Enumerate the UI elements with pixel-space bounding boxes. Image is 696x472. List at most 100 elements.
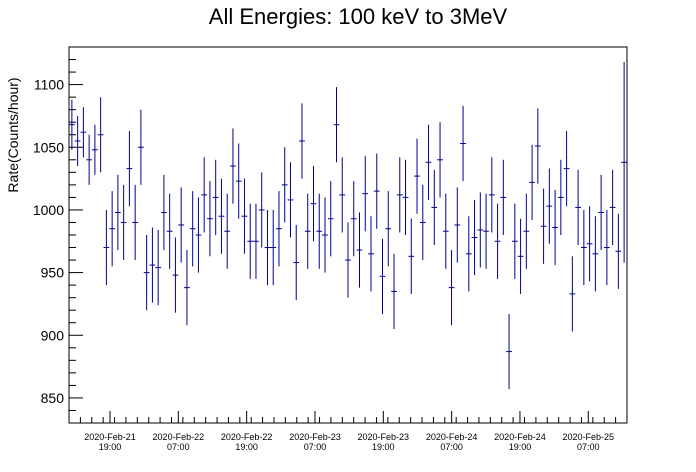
data-point [120, 184, 127, 261]
data-point [356, 212, 363, 288]
x-tick-label: 07:00 [167, 442, 190, 452]
data-point [391, 253, 397, 329]
x-tick-label: 2020-Feb-22 [221, 432, 273, 442]
data-point [322, 197, 328, 273]
data-point [385, 191, 392, 267]
data-point [207, 181, 213, 257]
data-point [109, 191, 116, 267]
data-point [212, 159, 219, 235]
data-point [178, 187, 185, 263]
data-point [74, 115, 81, 167]
data-point [201, 157, 208, 233]
y-tick-label: 1100 [34, 77, 64, 93]
data-point [540, 188, 547, 264]
data-point [615, 213, 622, 289]
data-point [350, 181, 357, 257]
data-point [97, 97, 104, 173]
data-point [218, 178, 225, 254]
data-point [414, 138, 420, 214]
data-point [373, 153, 380, 229]
data-point [368, 216, 374, 292]
data-point [448, 250, 455, 326]
data-point [419, 184, 426, 261]
data-point [316, 193, 323, 269]
data-point [396, 157, 403, 233]
data-point [552, 189, 558, 266]
data-point [517, 218, 524, 294]
x-tick-label: 2020-Feb-22 [153, 432, 205, 442]
data-point [425, 124, 432, 200]
data-point [327, 181, 334, 257]
data-point [270, 209, 277, 286]
data-point [103, 209, 110, 286]
data-point [488, 157, 495, 233]
x-tick-label: 07:00 [577, 442, 600, 452]
data-point [437, 122, 443, 198]
data-point [569, 256, 576, 332]
data-point [310, 166, 317, 242]
data-point [287, 162, 294, 238]
data-point [166, 193, 173, 269]
x-tick-label: 2020-Feb-24 [426, 432, 478, 442]
data-point [69, 99, 75, 150]
data-point [557, 159, 564, 235]
data-point [506, 313, 512, 390]
data-point [115, 174, 121, 251]
data-point [143, 235, 150, 311]
y-tick-label: 950 [41, 265, 65, 281]
y-tick-label: 850 [41, 390, 65, 406]
x-tick-label: 19:00 [372, 442, 395, 452]
data-point [86, 134, 93, 185]
data-point [241, 178, 248, 254]
y-tick-label: 900 [41, 327, 65, 343]
x-tick-label: 07:00 [440, 442, 463, 452]
data-point [80, 107, 87, 158]
data-point [339, 157, 346, 233]
data-point [264, 209, 271, 286]
x-tick-label: 2020-Feb-24 [494, 432, 546, 442]
data-point [603, 209, 610, 286]
data-point [621, 62, 627, 263]
data-point [575, 169, 581, 246]
y-axis-label: Rate(Counts/hour) [5, 77, 21, 192]
x-tick-label: 19:00 [235, 442, 258, 452]
data-point [534, 108, 541, 184]
data-point [379, 238, 386, 314]
y-tick-label: 1050 [33, 139, 64, 155]
x-tick-label: 19:00 [509, 442, 532, 452]
data-point [511, 203, 518, 279]
data-point [483, 193, 489, 269]
data-point [149, 227, 156, 303]
data-point [454, 187, 461, 263]
chart-title: All Energies: 100 keV to 3MeV [209, 4, 508, 29]
data-point [408, 218, 415, 294]
x-tick-label: 19:00 [99, 442, 122, 452]
data-point [276, 191, 282, 267]
data-point [529, 144, 535, 220]
data-point [580, 209, 587, 286]
data-point [138, 109, 144, 185]
data-point [161, 174, 167, 251]
data-point [184, 250, 190, 326]
data-point [523, 193, 530, 269]
data-point [299, 103, 305, 179]
data-point [126, 130, 133, 207]
data-point [609, 169, 616, 246]
data-point [253, 203, 259, 279]
data-point [247, 203, 254, 279]
data-point [258, 172, 265, 248]
y-tick-label: 1000 [33, 202, 64, 218]
x-tick-label: 2020-Feb-23 [358, 432, 410, 442]
x-tick-label: 2020-Feb-23 [289, 432, 341, 442]
data-point [598, 174, 604, 251]
data-point [586, 206, 593, 282]
x-axis: 2020-Feb-2119:002020-Feb-2207:002020-Feb… [68, 411, 628, 452]
data-series [69, 62, 627, 390]
data-point [92, 124, 98, 175]
data-point [172, 237, 179, 313]
data-point [431, 169, 438, 246]
y-axis: 850 900 950 1000 1050 1100 [33, 46, 83, 424]
data-point [563, 130, 570, 207]
